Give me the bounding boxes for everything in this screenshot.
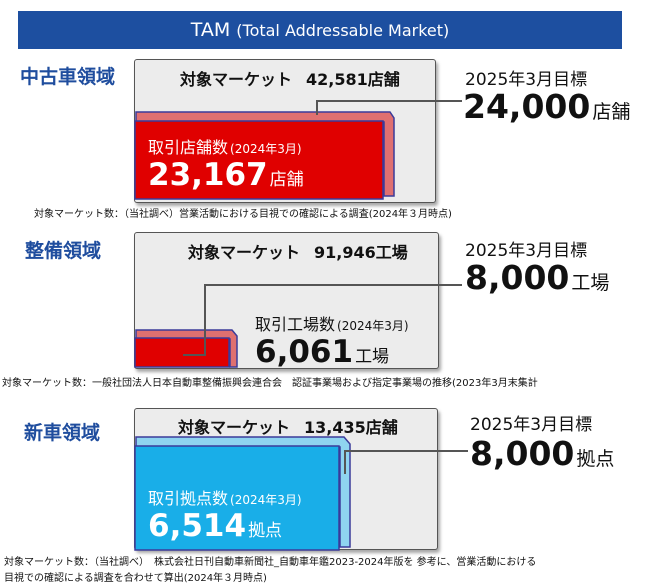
deal-label-text: 取引工場数 (255, 315, 336, 334)
deal-date: (2024年3月) (230, 142, 302, 156)
connector-h-used-car (316, 100, 462, 102)
deal-block-used-car (134, 111, 395, 200)
market-label: 対象マーケット (188, 243, 301, 262)
target-label-used-car: 2025年3月目標 (465, 70, 588, 90)
deal-value-maintenance: 6,061 工場 (255, 337, 389, 368)
connector-v-used-car (316, 101, 318, 115)
deal-label-maintenance: 取引工場数 (2024年3月) (255, 311, 409, 335)
banner-subtitle: (Total Addressable Market) (236, 20, 450, 40)
footnote-new-car-line2: 目視での確認による調査を合わせて算出(2024年３月時点) (4, 573, 267, 584)
connector-deal-maintenance (183, 354, 206, 356)
connector-h-maintenance (204, 284, 462, 286)
deal-block-maintenance (134, 329, 238, 368)
deal-block-new-car (134, 436, 351, 551)
target-value: 24,000 (463, 87, 591, 126)
deal-unit: 拠点 (248, 521, 283, 541)
market-label: 対象マーケット (178, 418, 291, 437)
market-label: 対象マーケット (180, 70, 293, 89)
deal-value: 6,061 (255, 334, 354, 370)
connector-h-new-car (344, 450, 468, 452)
deal-label-text: 取引拠点数 (148, 489, 229, 508)
deal-date: (2024年3月) (230, 493, 302, 507)
target-unit: 拠点 (576, 448, 615, 470)
deal-label-used-car: 取引店舗数 (2024年3月) (148, 134, 302, 158)
target-value-used-car: 24,000 店舗 (463, 90, 630, 124)
footnote-new-car: 対象マーケット数：（当社調べ） 株式会社日刊自動車新聞社_自動車年鑑2023-2… (4, 557, 537, 568)
deal-value: 23,167 (148, 157, 268, 193)
deal-unit: 工場 (355, 347, 390, 367)
market-value: 91,946工場 (314, 243, 408, 262)
deal-value-new-car: 6,514 拠点 (148, 511, 282, 542)
target-label-maintenance: 2025年3月目標 (465, 241, 588, 261)
target-unit: 店舗 (592, 101, 631, 123)
market-text-used-car: 対象マーケット 42,581店舗 (180, 66, 400, 90)
deal-label-new-car: 取引拠点数 (2024年3月) (148, 485, 302, 509)
tam-banner: TAM (Total Addressable Market) (18, 11, 622, 49)
target-value: 8,000 (470, 434, 575, 473)
deal-label-text: 取引店舗数 (148, 138, 229, 157)
footnote-maintenance: 対象マーケット数：一般社団法人日本自動車整備振興会連合会 認証事業場および指定事… (2, 378, 538, 389)
section-label-used-car: 中古車領域 (20, 66, 116, 88)
deal-unit: 店舗 (269, 170, 304, 190)
target-unit: 工場 (571, 272, 610, 294)
deal-date: (2024年3月) (337, 319, 409, 333)
connector-v-new-car (344, 451, 346, 474)
market-value: 13,435店舗 (304, 418, 398, 437)
target-value-new-car: 8,000 拠点 (470, 437, 614, 471)
target-value: 8,000 (465, 258, 570, 297)
footnote-used-car: 対象マーケット数：（当社調べ）営業活動における目視での確認による調査(2024年… (34, 209, 452, 220)
target-label-new-car: 2025年3月目標 (470, 415, 593, 435)
market-text-new-car: 対象マーケット 13,435店舗 (178, 414, 398, 438)
market-text-maintenance: 対象マーケット 91,946工場 (188, 239, 408, 263)
market-value: 42,581店舗 (306, 70, 400, 89)
banner-title: TAM (190, 19, 231, 41)
connector-v-maintenance (204, 285, 206, 355)
section-label-maintenance: 整備領域 (25, 240, 102, 262)
deal-value: 6,514 (148, 508, 247, 544)
section-label-new-car: 新車領域 (24, 422, 101, 444)
target-value-maintenance: 8,000 工場 (465, 261, 609, 295)
deal-value-used-car: 23,167 店舗 (148, 160, 304, 191)
